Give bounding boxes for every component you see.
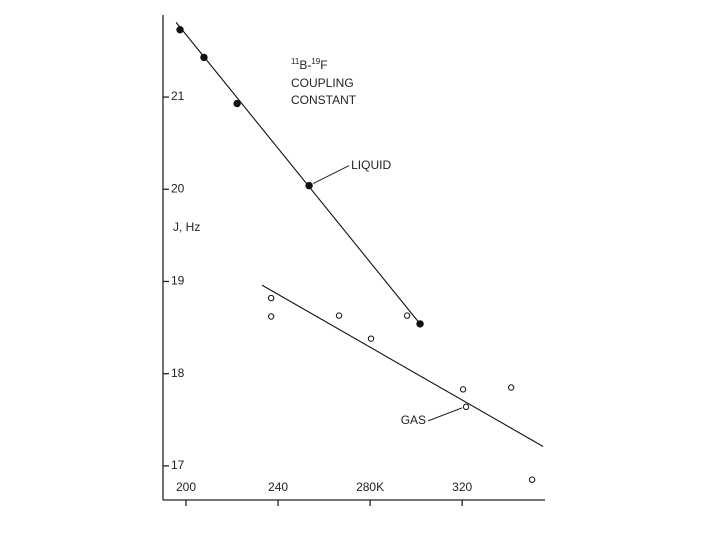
- data-point: [528, 476, 536, 483]
- data-point: [416, 320, 424, 328]
- fit-line: [175, 22, 421, 325]
- title-part: B-: [299, 58, 311, 72]
- chart-title-prefix: 11B-19F: [291, 57, 328, 73]
- fit-line: [261, 284, 544, 447]
- data-point: [305, 181, 313, 190]
- title-part: F: [320, 58, 327, 72]
- data-point: [267, 313, 275, 320]
- data-point: [200, 53, 208, 62]
- y-axis-label: J, Hz: [173, 220, 200, 234]
- title-part: 11: [291, 57, 300, 66]
- x-tick-label: 200: [176, 480, 196, 494]
- x-tick-label: 240: [268, 480, 288, 494]
- data-point: [507, 384, 515, 391]
- data-point: [335, 312, 343, 319]
- annotation-arrow: [312, 165, 350, 185]
- chart-title: CONSTANT: [291, 93, 357, 107]
- chart-title: COUPLING: [291, 76, 354, 90]
- x-tick-label: 320: [452, 480, 472, 494]
- data-point: [267, 294, 275, 302]
- series-label: GAS: [401, 413, 426, 427]
- data-point: [403, 312, 411, 319]
- data-point: [459, 386, 467, 393]
- y-tick-label: 18: [171, 366, 185, 380]
- y-tick-label: 19: [171, 274, 185, 288]
- y-tick-label: 21: [171, 89, 185, 103]
- data-point: [233, 99, 241, 108]
- x-tick-label: 280K: [356, 480, 384, 494]
- y-tick-label: 20: [171, 181, 185, 195]
- data-point: [367, 335, 375, 342]
- data-point: [176, 26, 184, 34]
- title-part: 19: [311, 57, 320, 66]
- annotation-arrow: [427, 407, 463, 422]
- series-label: LIQUID: [351, 158, 391, 172]
- data-point: [462, 403, 470, 411]
- y-tick-label: 17: [171, 458, 185, 472]
